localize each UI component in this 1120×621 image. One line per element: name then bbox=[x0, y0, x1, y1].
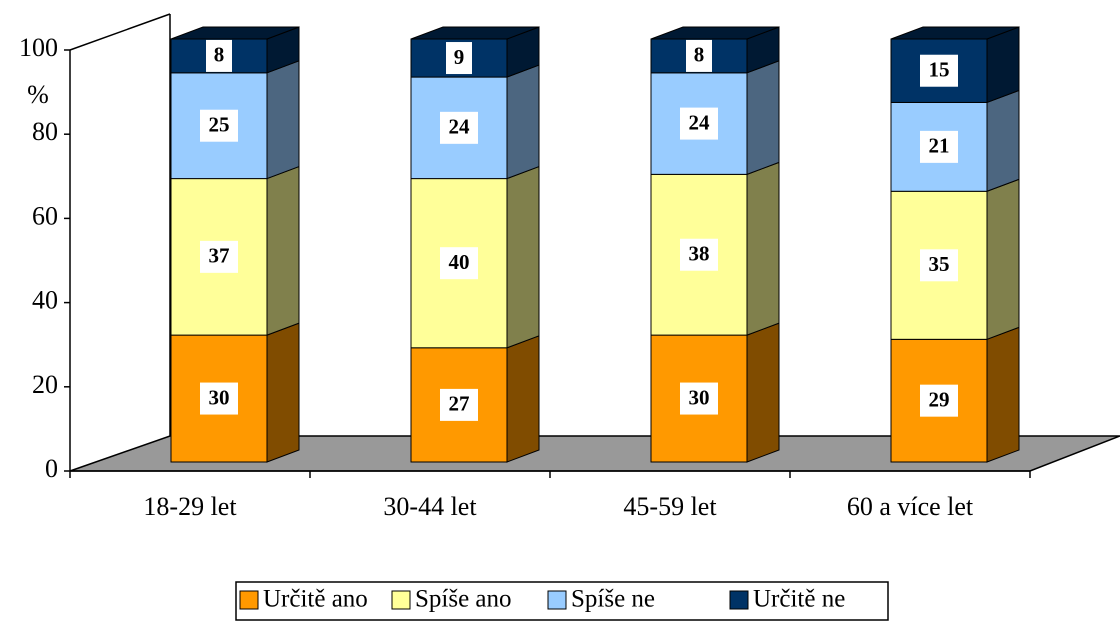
value-label-box bbox=[446, 42, 472, 75]
value-label: 38 bbox=[689, 242, 710, 266]
value-label-box bbox=[686, 39, 712, 72]
value-label-box bbox=[920, 384, 958, 417]
value-label: 29 bbox=[929, 387, 950, 411]
bar-side bbox=[986, 89, 1020, 193]
legend-label: Určitě ano bbox=[263, 586, 368, 613]
y-axis-label: % bbox=[27, 80, 49, 109]
y-tick-label: 100 bbox=[19, 33, 58, 62]
value-label: 8 bbox=[694, 43, 705, 67]
value-label: 24 bbox=[689, 110, 711, 134]
bar-side bbox=[986, 26, 1020, 104]
y-tick-label: 60 bbox=[32, 201, 58, 230]
value-label-box bbox=[680, 107, 718, 140]
bar-side bbox=[746, 60, 780, 176]
value-label-box bbox=[206, 39, 232, 72]
bar-side bbox=[266, 322, 300, 463]
value-label: 40 bbox=[449, 250, 470, 274]
value-label-box bbox=[920, 130, 958, 163]
bar-side bbox=[266, 165, 300, 336]
value-label-box bbox=[680, 238, 718, 271]
legend-label: Spíše ano bbox=[415, 586, 512, 613]
y-tick-label: 40 bbox=[32, 286, 58, 315]
value-label-box bbox=[440, 388, 478, 421]
value-label: 21 bbox=[929, 134, 950, 158]
legend-swatch bbox=[547, 590, 567, 610]
y-tick-label: 0 bbox=[45, 454, 58, 483]
legend-swatch bbox=[729, 590, 749, 610]
value-label: 8 bbox=[214, 43, 225, 67]
legend-swatch bbox=[239, 590, 259, 610]
bar-top bbox=[890, 26, 1020, 40]
value-label-box bbox=[440, 247, 478, 280]
value-label: 9 bbox=[454, 45, 465, 69]
wall-edge bbox=[69, 13, 171, 51]
bar-side bbox=[506, 335, 540, 463]
legend-swatch bbox=[391, 590, 411, 610]
value-label: 24 bbox=[449, 115, 471, 139]
value-label-box bbox=[680, 382, 718, 415]
legend-label: Spíše ne bbox=[571, 586, 655, 613]
value-label: 15 bbox=[929, 58, 950, 82]
bar-side bbox=[506, 165, 540, 349]
value-label-box bbox=[200, 240, 238, 273]
y-tick-label: 20 bbox=[32, 370, 58, 399]
value-label: 25 bbox=[209, 113, 230, 137]
legend-label: Určitě ne bbox=[753, 586, 845, 613]
bar-top bbox=[410, 26, 540, 40]
bar-side bbox=[746, 322, 780, 463]
bar-top bbox=[170, 26, 300, 40]
bar-side bbox=[986, 178, 1020, 341]
value-label-box bbox=[200, 109, 238, 142]
value-label-box bbox=[440, 111, 478, 144]
value-label: 35 bbox=[929, 252, 950, 276]
value-label-box bbox=[200, 382, 238, 415]
value-label: 30 bbox=[689, 385, 710, 409]
value-label: 37 bbox=[209, 244, 230, 268]
x-tick-label: 45-59 let bbox=[623, 492, 717, 521]
bar-side bbox=[746, 161, 780, 336]
x-tick-label: 30-44 let bbox=[383, 492, 477, 521]
y-tick-label: 80 bbox=[32, 117, 58, 146]
value-label: 27 bbox=[449, 392, 470, 416]
value-label: 30 bbox=[209, 385, 230, 409]
bar-side bbox=[266, 60, 300, 180]
bar-side bbox=[986, 326, 1020, 463]
value-label-box bbox=[920, 54, 958, 87]
value-label-box bbox=[920, 249, 958, 282]
x-tick-label: 60 a více let bbox=[847, 492, 974, 521]
bar-side bbox=[506, 64, 540, 180]
x-tick-label: 18-29 let bbox=[143, 492, 237, 521]
bar-top bbox=[650, 26, 780, 40]
